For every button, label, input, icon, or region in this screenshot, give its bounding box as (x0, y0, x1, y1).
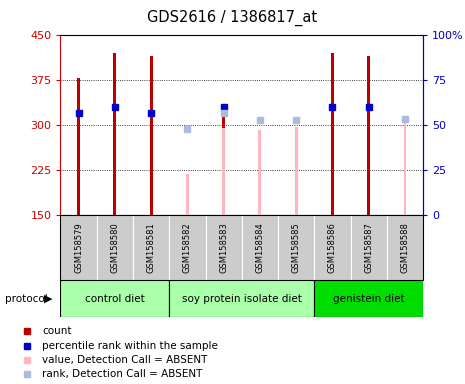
Text: GSM158583: GSM158583 (219, 222, 228, 273)
Text: protocol: protocol (5, 293, 47, 304)
Bar (133, 215, 169, 280)
Bar (186, 174, 189, 215)
Text: control diet: control diet (85, 293, 145, 304)
Bar (150, 56, 153, 215)
Text: GSM158579: GSM158579 (74, 222, 83, 273)
Text: percentile rank within the sample: percentile rank within the sample (42, 341, 218, 351)
Bar (222, 128, 225, 215)
Bar (77, 78, 80, 215)
Text: GSM158588: GSM158588 (400, 222, 410, 273)
Bar (113, 53, 116, 215)
Text: soy protein isolate diet: soy protein isolate diet (182, 293, 302, 304)
Bar (314, 280, 423, 317)
Bar (351, 215, 387, 280)
Bar (242, 215, 278, 280)
Bar (169, 280, 314, 317)
Bar (331, 53, 334, 215)
Bar (278, 215, 314, 280)
Bar (295, 127, 298, 215)
Bar (222, 107, 225, 215)
Text: rank, Detection Call = ABSENT: rank, Detection Call = ABSENT (42, 369, 202, 379)
Text: ▶: ▶ (44, 293, 53, 304)
Bar (206, 215, 242, 280)
Bar (404, 122, 406, 215)
Bar (387, 215, 423, 280)
Bar (60, 215, 97, 280)
Bar (367, 56, 370, 215)
Text: GSM158582: GSM158582 (183, 222, 192, 273)
Text: GDS2616 / 1386817_at: GDS2616 / 1386817_at (147, 10, 318, 26)
Bar (97, 215, 133, 280)
Text: GSM158580: GSM158580 (110, 222, 120, 273)
Text: GSM158587: GSM158587 (364, 222, 373, 273)
Bar (314, 215, 351, 280)
Text: GSM158585: GSM158585 (292, 222, 301, 273)
Bar (60, 280, 169, 317)
Text: GSM158586: GSM158586 (328, 222, 337, 273)
Text: value, Detection Call = ABSENT: value, Detection Call = ABSENT (42, 355, 207, 365)
Text: genistein diet: genistein diet (333, 293, 405, 304)
Text: count: count (42, 326, 72, 336)
Bar (169, 215, 206, 280)
Bar (259, 130, 261, 215)
Text: GSM158584: GSM158584 (255, 222, 265, 273)
Text: GSM158581: GSM158581 (146, 222, 156, 273)
